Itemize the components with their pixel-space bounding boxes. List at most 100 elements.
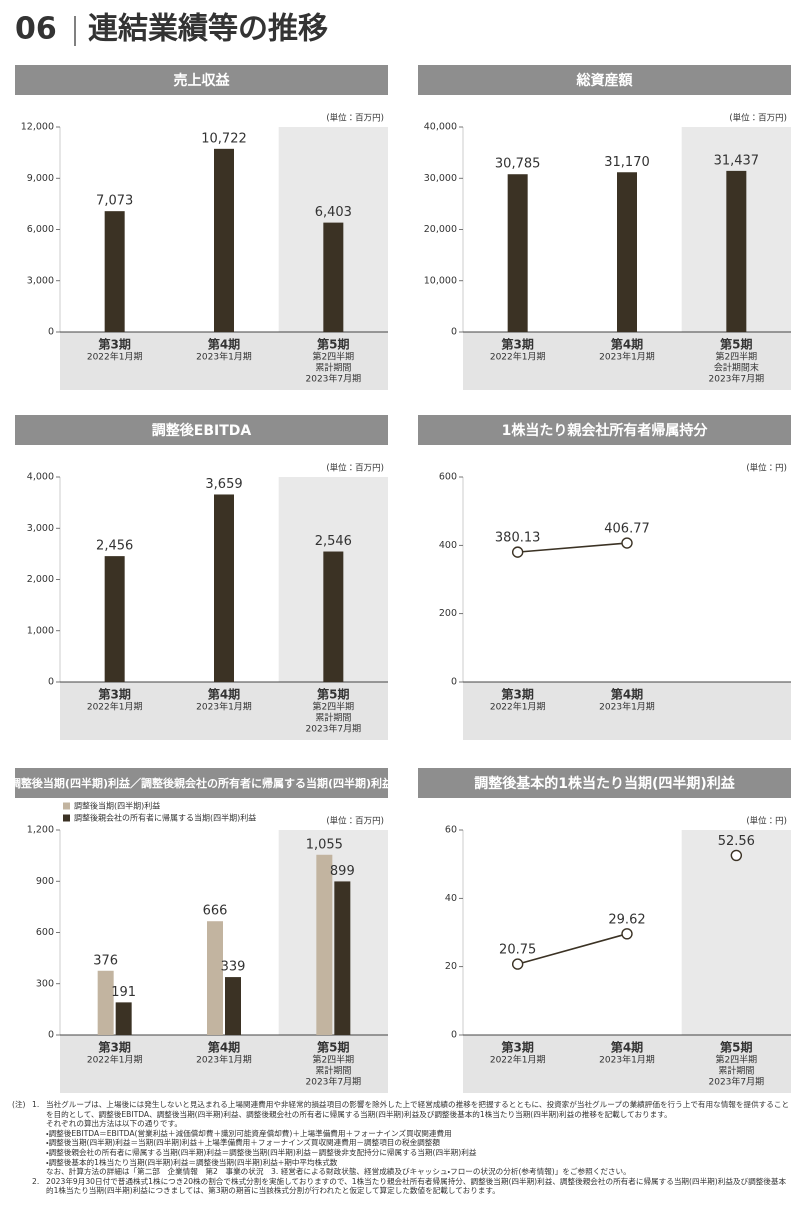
y-tick-label: 0	[451, 1030, 457, 1041]
value-label: 899	[330, 864, 355, 879]
value-label: 6,403	[315, 205, 352, 220]
x-tick-label: 第4期	[207, 1040, 240, 1055]
line	[517, 542, 628, 553]
panel-title: 調整後基本的1株当たり当期(四半期)利益	[474, 775, 736, 792]
point	[511, 546, 524, 558]
legend-swatch	[63, 802, 70, 810]
x-tick-label: 第3期	[97, 687, 130, 702]
x-tick-label: 2023年7月期	[709, 373, 765, 385]
x-tick-label: 2023年7月期	[306, 1076, 362, 1088]
value-label: 1,055	[306, 837, 343, 852]
legend-label: 調整後当期(四半期)利益	[74, 801, 160, 811]
panel-header	[418, 65, 791, 95]
highlight-column	[278, 830, 388, 1035]
note-line: ・調整後当期(四半期)利益＝当期(四半期)利益＋上場準備費用＋フォーナインズ買収…	[46, 1138, 440, 1148]
value-label: 2,456	[96, 539, 133, 554]
category-band	[60, 332, 388, 390]
x-tick-label: 2022年1月期	[490, 701, 546, 713]
legend-swatch	[63, 814, 70, 822]
x-tick-label: 累計期間	[315, 1065, 351, 1077]
point	[730, 849, 743, 862]
y-tick-label: 0	[48, 1030, 54, 1041]
note-number: 2.	[32, 1176, 40, 1186]
value-label: 31,170	[604, 155, 650, 170]
panel-title: 総資産額	[576, 72, 634, 89]
note-line: ・調整後基本的1株当たり当期(四半期)利益＝調整後当期(四半期)利益÷期中平均株…	[46, 1157, 338, 1167]
x-tick-label: 第4期	[610, 1040, 643, 1055]
panel-title: 調整後EBITDA	[152, 422, 252, 439]
section-number: 06	[15, 12, 57, 47]
x-tick-label: 第2四半期	[312, 701, 354, 713]
legend-label: 調整後親会社の所有者に帰属する当期(四半期)利益	[74, 813, 256, 823]
value-label: 376	[93, 953, 118, 968]
note-item: (注) 1. 当社グループは、上場後には発生しないと見込まれる上場関連費用や非経常的…	[12, 1100, 790, 1177]
category-band	[463, 332, 791, 390]
category-band	[463, 682, 791, 740]
y-tick-label: 3,000	[27, 523, 54, 534]
x-tick-label: 第4期	[610, 687, 643, 702]
y-tick-label: 1,000	[27, 625, 54, 636]
y-tick-label: 4,000	[27, 472, 54, 483]
bar	[334, 881, 351, 1035]
y-tick-label: 40	[445, 893, 457, 904]
x-tick-label: 2023年7月期	[306, 373, 362, 385]
x-tick-label: 第5期	[719, 337, 752, 352]
y-tick-label: 200	[439, 608, 457, 619]
x-tick-label: 第2四半期	[312, 1054, 354, 1066]
unit-label: (単位：円)	[746, 463, 787, 474]
x-tick-label: 2022年1月期	[490, 1054, 546, 1066]
charts: 06 連結業績等の推移 売上収益 (単位：百万円) 0 3,000 6,000 9,000…	[10, 11, 791, 1093]
y-tick-label: 1,200	[27, 825, 54, 836]
x-tick-label: 2022年1月期	[490, 351, 546, 363]
unit-label: (単位：百万円)	[326, 463, 384, 474]
value-label: 30,785	[495, 157, 541, 172]
bar	[507, 174, 528, 332]
value-label: 339	[221, 960, 246, 975]
bar	[214, 148, 234, 332]
y-tick-label: 900	[36, 876, 54, 887]
x-tick-label: 累計期間	[315, 712, 351, 724]
x-tick-label: 第2四半期	[312, 351, 354, 363]
x-tick-label: 2023年1月期	[196, 351, 252, 363]
value-label: 20.75	[499, 943, 536, 958]
point	[621, 928, 633, 940]
x-tick-label: 第5期	[316, 337, 349, 352]
value-label: 666	[203, 904, 228, 919]
x-tick-label: 2023年1月期	[599, 351, 655, 363]
y-tick-label: 600	[439, 472, 457, 483]
y-tick-label: 10,000	[424, 275, 457, 286]
x-tick-label: 第3期	[500, 687, 533, 702]
value-label: 7,073	[96, 194, 133, 209]
notes: (注) 1. 当社グループは、上場後には発生しないと見込まれる上場関連費用や非経常的…	[12, 1100, 790, 1196]
y-tick-label: 20,000	[424, 224, 457, 235]
category-band	[463, 1035, 791, 1093]
x-tick-label: 2023年1月期	[599, 701, 655, 713]
x-tick-label: 2022年1月期	[87, 701, 143, 713]
bar	[104, 556, 125, 682]
panel-title: 調整後当期(四半期)利益／調整後親会社の所有者に帰属する当期(四半期)利益	[10, 776, 394, 790]
x-tick-label: 第4期	[207, 687, 240, 702]
value-label: 3,659	[205, 477, 242, 492]
value-label: 380.13	[495, 531, 541, 546]
panel-header	[15, 65, 388, 95]
bar	[104, 211, 125, 332]
y-tick-label: 300	[36, 978, 54, 989]
x-tick-label: 第4期	[207, 337, 240, 352]
x-tick-label: 2023年1月期	[196, 701, 252, 713]
x-tick-label: 第5期	[316, 1040, 349, 1055]
bar	[97, 970, 114, 1035]
x-tick-label: 2023年1月期	[196, 1054, 252, 1066]
x-tick-label: 第5期	[316, 687, 349, 702]
x-tick-label: 第5期	[719, 1040, 752, 1055]
x-tick-label: 会計期間末	[714, 362, 759, 374]
note-line: なお、計算方法の詳細は「第二部 企業情報 第2 事業の状況 3. 経営者による財…	[46, 1167, 631, 1177]
bar	[207, 921, 223, 1035]
y-tick-label: 6,000	[27, 224, 54, 235]
x-tick-label: 累計期間	[718, 1065, 754, 1077]
point	[621, 537, 633, 549]
bar	[214, 494, 234, 682]
x-tick-label: 第3期	[97, 337, 130, 352]
y-tick-label: 600	[36, 927, 54, 938]
panel-title: 売上収益	[174, 72, 231, 89]
